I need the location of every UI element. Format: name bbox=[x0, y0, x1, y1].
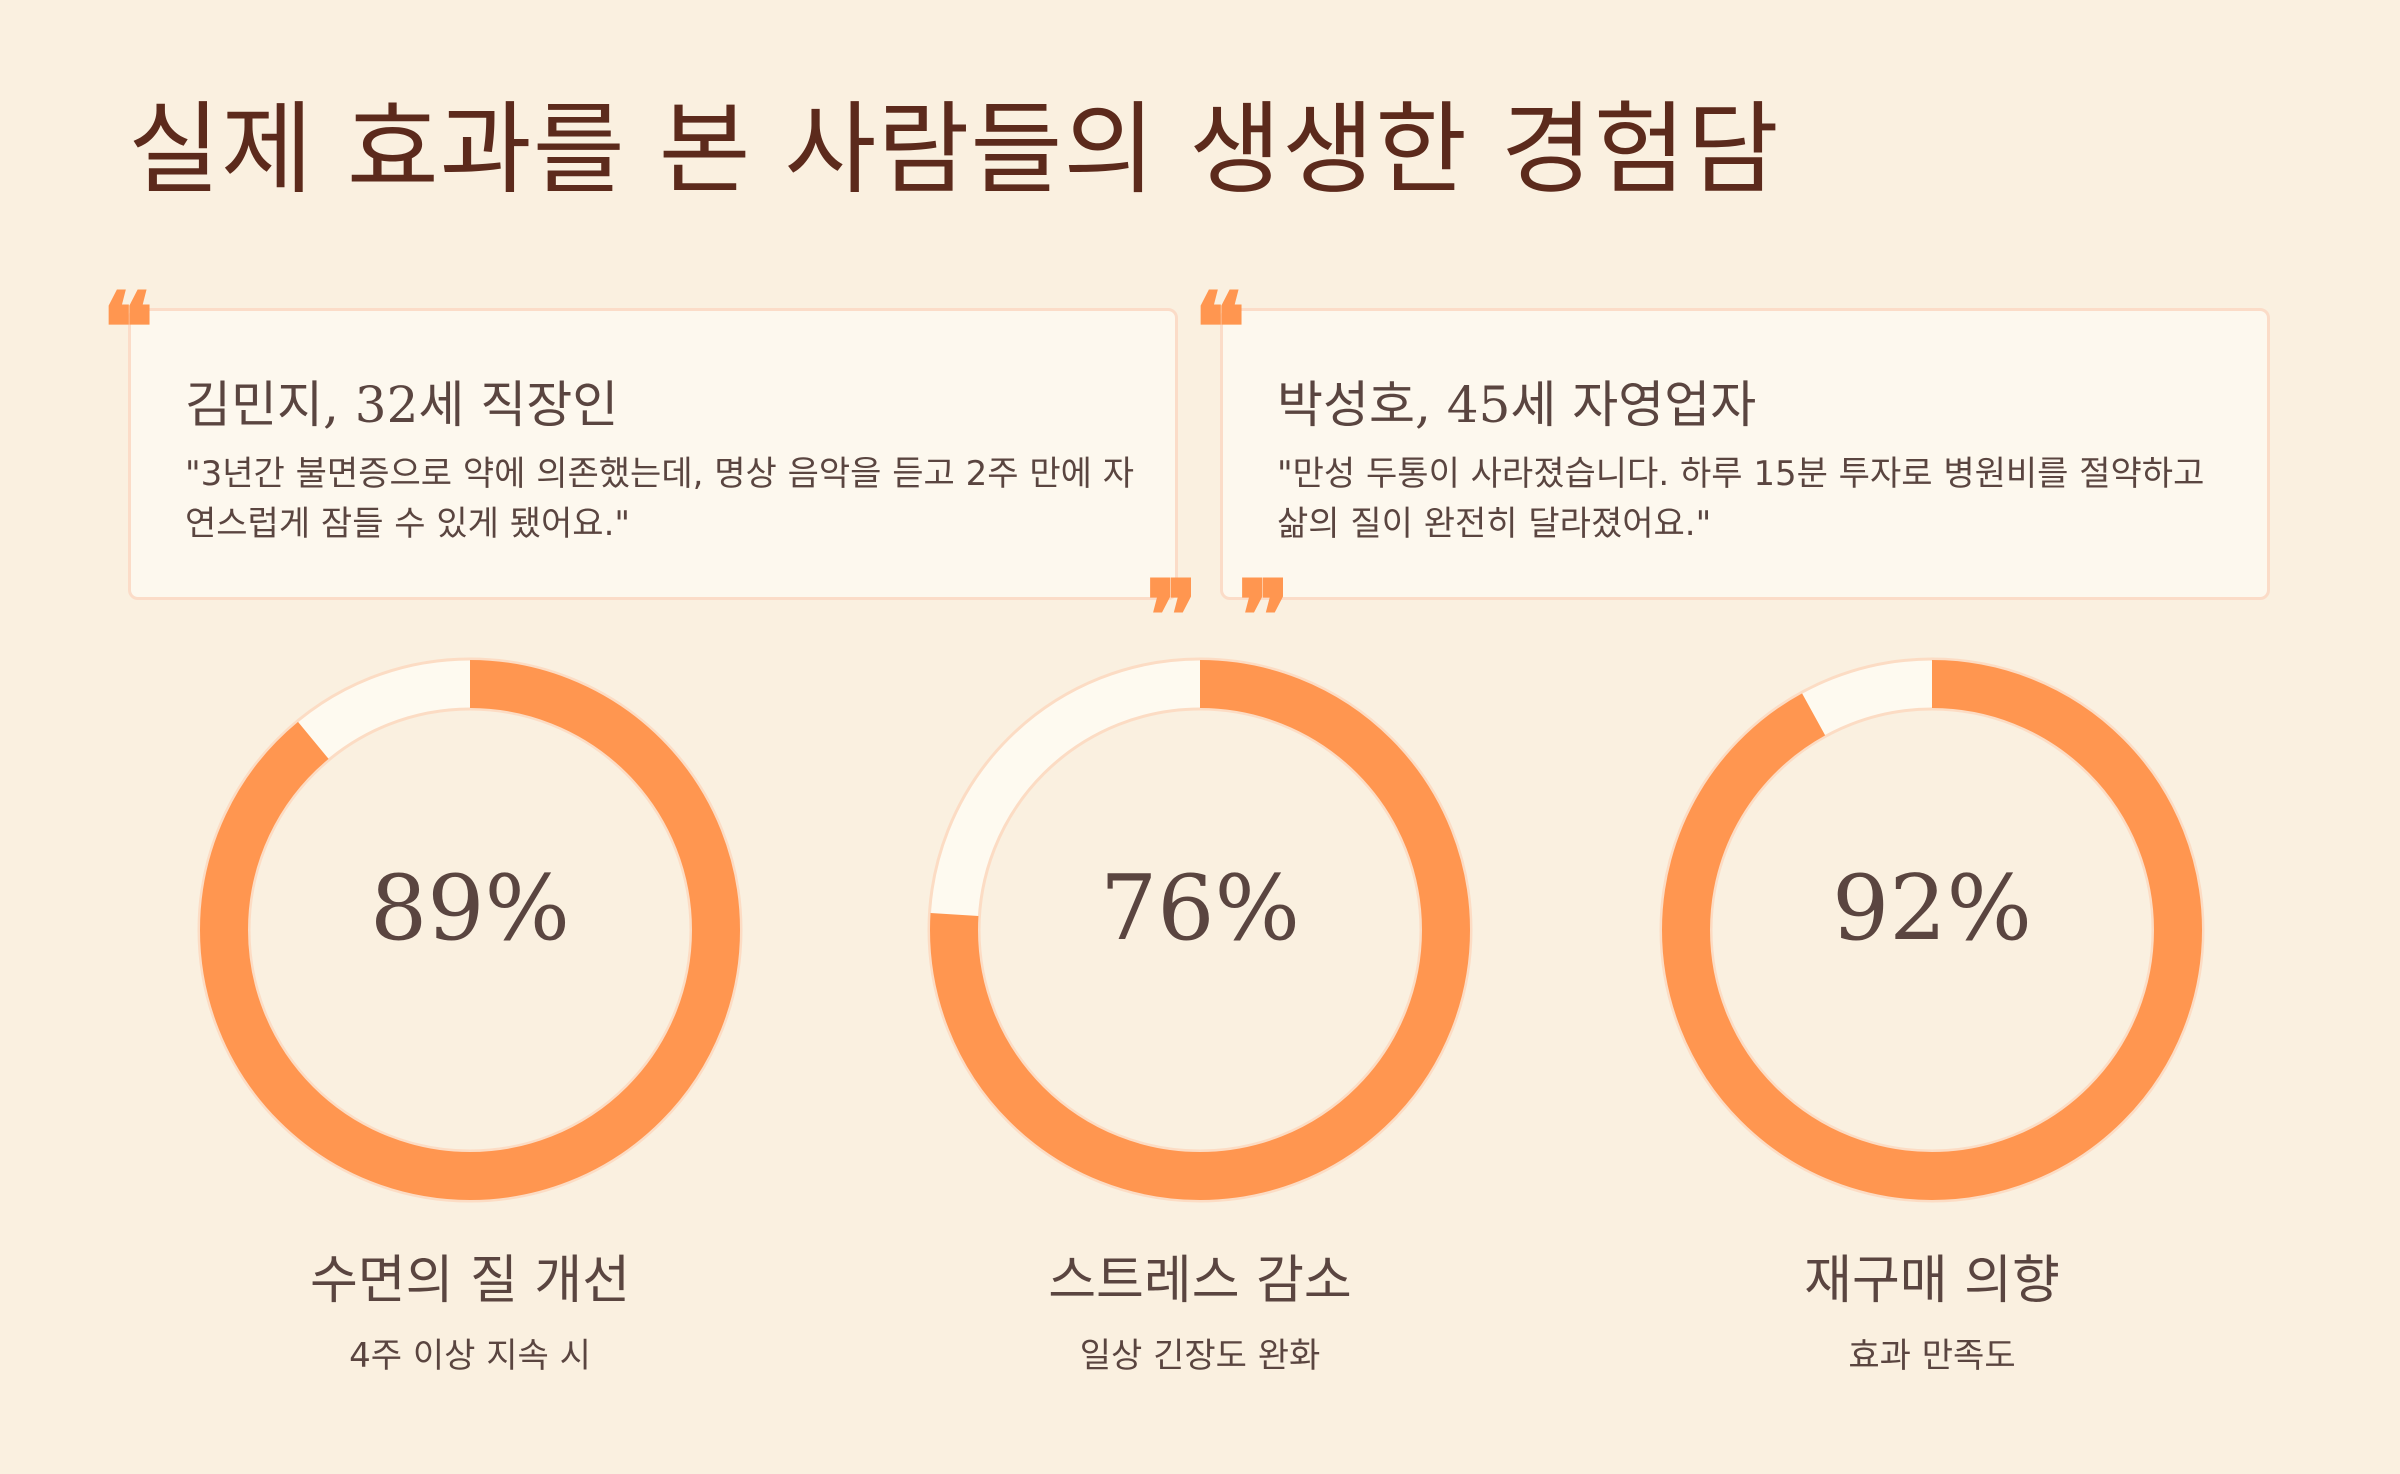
testimonial-card-1: 김민지, 32세 직장인 "3년간 불면증으로 약에 의존했는데, 명상 음악을… bbox=[128, 308, 1178, 600]
close-quote-icon: ❞ bbox=[1238, 559, 1290, 672]
donut-outer-border bbox=[1659, 657, 2205, 1203]
stat-value: 92% bbox=[1831, 856, 2033, 961]
testimonial-quote: "만성 두통이 사라졌습니다. 하루 15분 투자로 병원비를 절약하고 삶의 … bbox=[1277, 454, 2205, 544]
stat-sublabel: 효과 만족도 bbox=[1848, 1336, 2016, 1376]
stat-label: 재구매 의향 bbox=[1804, 1251, 2060, 1311]
donut-value-arc bbox=[200, 660, 740, 1200]
open-quote-icon: ❝ bbox=[1194, 271, 1246, 384]
stat-stress: 76% 스트레스 감소 일상 긴장도 완화 bbox=[920, 650, 1480, 1390]
stat-repurchase: 92% 재구매 의향 효과 만족도 bbox=[1652, 650, 2212, 1390]
donut-value-arc bbox=[1662, 660, 2202, 1200]
stat-label: 수면의 질 개선 bbox=[309, 1251, 631, 1311]
page-title: 실제 효과를 본 사람들의 생생한 경험담 bbox=[128, 91, 1780, 208]
donut-value-arc bbox=[930, 660, 1470, 1200]
stat-value: 89% bbox=[369, 856, 571, 961]
testimonial-name: 김민지, 32세 직장인 bbox=[185, 376, 619, 434]
donut-chart-repurchase bbox=[1659, 657, 2205, 1203]
stat-value: 76% bbox=[1099, 856, 1301, 961]
testimonial-card-2: 박성호, 45세 자영업자 "만성 두통이 사라졌습니다. 하루 15분 투자로… bbox=[1220, 308, 2270, 600]
donut-inner-border bbox=[247, 707, 693, 1153]
donut-chart-sleep bbox=[197, 657, 743, 1203]
close-quote-icon: ❞ bbox=[1146, 559, 1198, 672]
open-quote-icon: ❝ bbox=[102, 271, 154, 384]
stat-sublabel: 일상 긴장도 완화 bbox=[1079, 1336, 1321, 1376]
donut-chart-stress bbox=[927, 657, 1473, 1203]
stat-sublabel: 4주 이상 지속 시 bbox=[349, 1336, 591, 1376]
donut-outer-border bbox=[197, 657, 743, 1203]
stat-sleep: 89% 수면의 질 개선 4주 이상 지속 시 bbox=[190, 650, 750, 1390]
testimonial-quote: "3년간 불면증으로 약에 의존했는데, 명상 음악을 듣고 2주 만에 자연스… bbox=[185, 454, 1134, 544]
donut-inner-border bbox=[977, 707, 1423, 1153]
donut-inner-border bbox=[1709, 707, 2155, 1153]
donut-outer-border bbox=[927, 657, 1473, 1203]
testimonial-name: 박성호, 45세 자영업자 bbox=[1277, 376, 1757, 434]
stat-label: 스트레스 감소 bbox=[1048, 1251, 1352, 1311]
